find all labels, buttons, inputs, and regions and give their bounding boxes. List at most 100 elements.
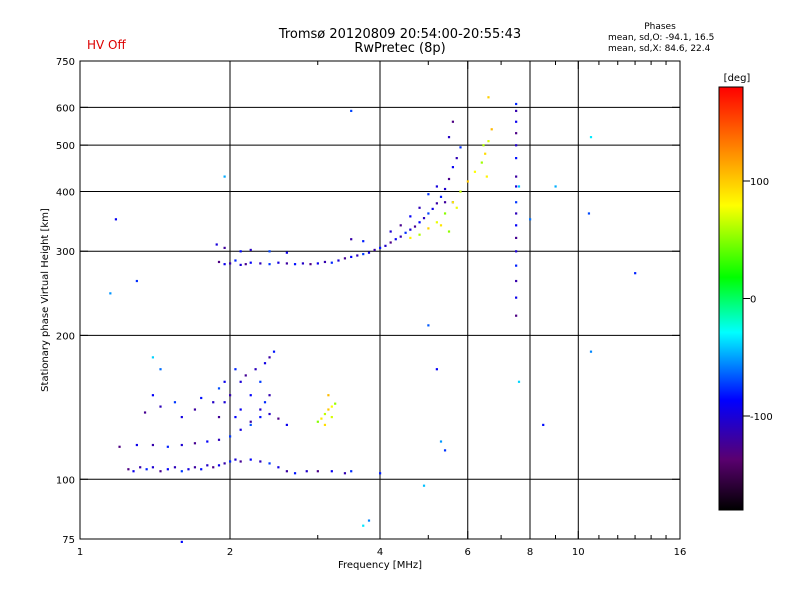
data-point — [451, 166, 455, 169]
data-point — [330, 415, 333, 419]
colorbar-label: [deg] — [724, 73, 751, 84]
data-point — [145, 468, 148, 471]
data-point — [229, 460, 232, 463]
data-point — [268, 412, 271, 416]
data-point — [362, 524, 365, 527]
data-point — [200, 468, 203, 471]
data-point — [515, 250, 518, 253]
data-point — [285, 251, 288, 254]
data-point — [439, 195, 443, 198]
data-point — [515, 175, 518, 178]
data-point — [337, 259, 340, 262]
data-point — [459, 190, 462, 193]
data-point — [193, 408, 197, 411]
data-point — [487, 96, 490, 99]
data-point — [223, 263, 226, 266]
phase-box-o-stats: mean, sd,O: -94.1, 16.5 — [608, 33, 715, 43]
data-point — [180, 470, 183, 473]
data-point — [542, 423, 545, 427]
data-point — [413, 225, 417, 228]
x-tick-label: 2 — [227, 547, 233, 558]
data-point — [268, 462, 271, 465]
data-point — [173, 466, 177, 469]
data-point — [254, 368, 257, 371]
data-point — [343, 472, 347, 475]
data-point — [127, 468, 130, 471]
data-point — [259, 262, 262, 265]
data-point — [151, 466, 155, 469]
data-point — [320, 417, 323, 420]
data-point — [589, 350, 593, 353]
data-point — [293, 472, 297, 475]
data-point — [277, 417, 280, 420]
data-point — [515, 102, 518, 106]
chart-subtitle: RwPretec (8p) — [354, 41, 446, 56]
data-point — [435, 368, 438, 371]
data-point — [159, 368, 162, 371]
data-point — [263, 362, 267, 365]
y-tick-label: 600 — [56, 103, 75, 114]
phase-box-title: Phases — [644, 22, 676, 32]
data-point — [447, 136, 451, 139]
data-point — [180, 415, 183, 419]
data-point — [249, 420, 252, 423]
x-tick-label: 1 — [77, 547, 83, 558]
x-tick-label: 6 — [465, 547, 471, 558]
data-point — [244, 263, 247, 266]
colorbar-tick-label: 0 — [750, 295, 756, 306]
y-axis-label: Stationary phase Virtual Height [km] — [40, 208, 51, 392]
x-tick-label: 8 — [527, 547, 533, 558]
data-point — [422, 484, 426, 487]
data-point — [206, 464, 209, 467]
data-point — [309, 263, 312, 266]
data-point — [515, 132, 518, 135]
data-point — [447, 230, 451, 233]
data-point — [435, 185, 438, 188]
x-axis-label: Frequency [MHz] — [338, 560, 422, 571]
data-point — [200, 396, 203, 400]
data-point — [480, 161, 483, 164]
x-tick-label: 16 — [674, 547, 687, 558]
data-point — [229, 435, 232, 438]
data-point — [422, 217, 426, 220]
data-point — [327, 394, 330, 397]
data-point — [350, 255, 353, 259]
data-point — [455, 157, 458, 160]
data-point — [249, 423, 252, 427]
data-point — [330, 261, 333, 264]
data-point — [515, 314, 518, 317]
data-point — [515, 120, 518, 123]
data-point — [515, 279, 518, 283]
y-tick-label: 100 — [56, 475, 75, 486]
data-point — [367, 251, 371, 254]
data-point — [473, 170, 477, 173]
data-point — [435, 221, 438, 224]
data-point — [343, 257, 347, 260]
data-point — [215, 243, 218, 246]
data-point — [587, 212, 591, 215]
data-point — [217, 415, 221, 419]
colorbar-gradient — [718, 86, 744, 511]
data-point — [234, 368, 237, 371]
data-point — [451, 201, 455, 204]
data-point — [350, 470, 353, 473]
data-point — [427, 324, 430, 327]
data-point — [151, 394, 155, 397]
data-point — [193, 442, 197, 445]
data-point — [239, 460, 242, 463]
data-point — [239, 263, 242, 266]
data-point — [234, 415, 237, 419]
x-tick-label: 4 — [377, 547, 383, 558]
colorbar-tick-label: -100 — [750, 412, 773, 423]
data-point — [330, 405, 333, 408]
data-point — [323, 423, 327, 427]
data-point — [151, 356, 155, 359]
data-point — [389, 230, 392, 233]
data-point — [384, 244, 387, 247]
data-point — [435, 202, 438, 205]
x-tick-label: 10 — [572, 547, 585, 558]
data-point — [249, 261, 252, 264]
data-point — [234, 259, 237, 262]
y-tick-label: 300 — [56, 247, 75, 258]
data-point — [418, 221, 421, 224]
